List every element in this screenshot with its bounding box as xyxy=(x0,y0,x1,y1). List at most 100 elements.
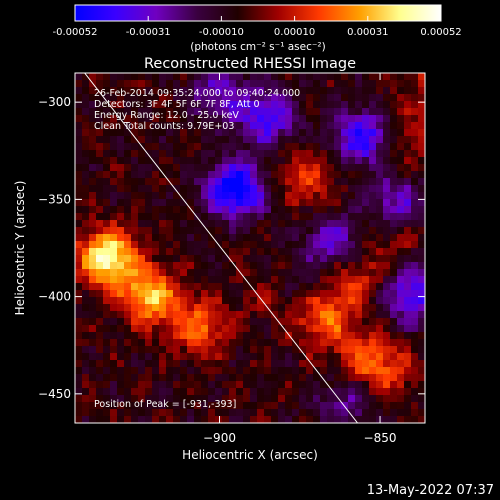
heatmap-cell xyxy=(89,220,97,228)
heatmap-cell xyxy=(243,108,251,116)
heatmap-cell xyxy=(145,143,153,151)
heatmap-cell xyxy=(320,374,328,382)
heatmap-cell xyxy=(320,318,328,326)
heatmap-cell xyxy=(215,164,223,172)
heatmap-cell xyxy=(334,206,342,214)
heatmap-cell xyxy=(75,94,83,102)
heatmap-cell xyxy=(215,283,223,291)
heatmap-cell xyxy=(103,416,111,423)
heatmap-cell xyxy=(390,339,398,347)
heatmap-cell xyxy=(327,416,335,423)
heatmap-cell xyxy=(243,262,251,270)
heatmap-cell xyxy=(348,353,356,361)
heatmap-cell xyxy=(208,178,216,186)
heatmap-cell xyxy=(383,178,391,186)
heatmap-cell xyxy=(159,283,167,291)
heatmap-cell xyxy=(194,150,202,158)
heatmap-cell xyxy=(250,304,258,312)
heatmap-cell xyxy=(103,171,111,179)
heatmap-cell xyxy=(82,241,90,249)
heatmap-cell xyxy=(397,171,405,179)
heatmap-cell xyxy=(390,311,398,319)
heatmap-cell xyxy=(159,192,167,200)
heatmap-cell xyxy=(264,311,272,319)
heatmap-cell xyxy=(306,101,314,109)
heatmap-cell xyxy=(131,290,139,298)
heatmap-cell xyxy=(383,227,391,235)
heatmap-cell xyxy=(208,171,216,179)
heatmap-cell xyxy=(103,108,111,116)
heatmap-cell xyxy=(390,248,398,256)
heatmap-cell xyxy=(348,332,356,340)
heatmap-cell xyxy=(243,185,251,193)
heatmap-cell xyxy=(194,381,202,389)
heatmap-cell xyxy=(243,206,251,214)
heatmap-cell xyxy=(243,234,251,242)
heatmap-cell xyxy=(418,374,425,382)
heatmap-cell xyxy=(75,339,83,347)
heatmap-cell xyxy=(194,332,202,340)
heatmap-cell xyxy=(313,318,321,326)
heatmap-cell xyxy=(110,136,118,144)
peak-position-label: Position of Peak = [-931,-393] xyxy=(94,399,236,410)
heatmap-cell xyxy=(320,157,328,165)
heatmap-cell xyxy=(418,164,425,172)
heatmap-cell xyxy=(397,262,405,270)
heatmap-cell xyxy=(348,94,356,102)
heatmap-cell xyxy=(166,304,174,312)
heatmap-cell xyxy=(313,409,321,417)
heatmap-cell xyxy=(236,409,244,417)
heatmap-cell xyxy=(411,262,419,270)
heatmap-cell xyxy=(264,220,272,228)
heatmap-cell xyxy=(138,269,146,277)
heatmap-cell xyxy=(82,115,90,123)
heatmap-cell xyxy=(411,318,419,326)
heatmap-cell xyxy=(369,178,377,186)
heatmap-cell xyxy=(397,206,405,214)
heatmap-cell xyxy=(320,311,328,319)
heatmap-cell xyxy=(166,255,174,263)
heatmap-cell xyxy=(173,346,181,354)
heatmap-cell xyxy=(236,157,244,165)
heatmap-cell xyxy=(327,304,335,312)
heatmap-cell xyxy=(145,262,153,270)
heatmap-cell xyxy=(166,213,174,221)
heatmap-cell xyxy=(376,108,384,116)
heatmap-cell xyxy=(208,353,216,361)
heatmap-cell xyxy=(117,416,125,423)
heatmap-cell xyxy=(222,346,230,354)
heatmap-cell xyxy=(362,234,370,242)
heatmap-cell xyxy=(131,108,139,116)
heatmap-cell xyxy=(103,164,111,172)
heatmap-cell xyxy=(292,157,300,165)
heatmap-cell xyxy=(355,171,363,179)
heatmap-cell xyxy=(145,220,153,228)
heatmap-cell xyxy=(299,108,307,116)
heatmap-cell xyxy=(138,136,146,144)
heatmap-cell xyxy=(390,157,398,165)
heatmap-cell xyxy=(243,136,251,144)
heatmap-cell xyxy=(369,143,377,151)
heatmap-cell xyxy=(180,311,188,319)
heatmap-cell xyxy=(152,178,160,186)
heatmap-cell xyxy=(250,73,258,81)
heatmap-cell xyxy=(411,332,419,340)
heatmap-cell xyxy=(82,304,90,312)
colorbar-tick-label: 0.00052 xyxy=(420,27,461,38)
heatmap-cell xyxy=(355,115,363,123)
heatmap-cell xyxy=(208,283,216,291)
heatmap-cell xyxy=(173,381,181,389)
heatmap-cell xyxy=(397,178,405,186)
heatmap-cell xyxy=(75,157,83,165)
heatmap-cell xyxy=(159,339,167,347)
heatmap-cell xyxy=(257,101,265,109)
heatmap-cell xyxy=(320,395,328,403)
heatmap-cell xyxy=(96,227,104,235)
heatmap-cell xyxy=(173,150,181,158)
heatmap-cell xyxy=(124,157,132,165)
heatmap-cell xyxy=(173,185,181,193)
heatmap-cell xyxy=(201,234,209,242)
heatmap-cell xyxy=(145,381,153,389)
heatmap-cell xyxy=(152,388,160,396)
heatmap-cell xyxy=(82,94,90,102)
